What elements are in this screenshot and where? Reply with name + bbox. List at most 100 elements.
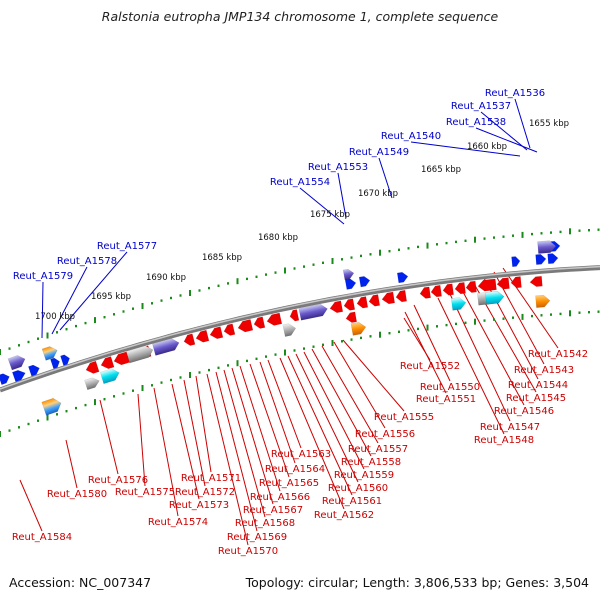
reverse-leader-line — [65, 439, 78, 489]
minor-tick — [160, 381, 163, 384]
reverse-gene-label: Reut_A1552 — [400, 361, 460, 372]
forward-gene-arrow — [12, 370, 26, 383]
reverse-gene-label: Reut_A1550 — [420, 382, 480, 393]
reverse-leader-line — [259, 361, 296, 464]
outer-tick-track — [0, 228, 600, 355]
reverse-leader-line — [239, 365, 281, 492]
minor-tick — [227, 282, 229, 285]
reverse-gene-label: Reut_A1556 — [355, 429, 415, 440]
reverse-gene-label: Reut_A1574 — [148, 517, 208, 528]
minor-tick — [550, 231, 552, 234]
reverse-gene-label: Reut_A1543 — [514, 365, 574, 376]
reverse-gene-arrow — [477, 278, 497, 292]
sequence-summary: Topology: circular; Length: 3,806,533 bp… — [245, 575, 589, 590]
minor-tick — [303, 265, 305, 268]
minor-tick — [322, 343, 324, 346]
minor-tick — [398, 248, 400, 251]
map-title: Ralstonia eutropha JMP134 chromosome 1, … — [101, 9, 499, 24]
backbone-line — [0, 265, 600, 393]
major-tick — [46, 414, 49, 421]
major-tick — [569, 310, 571, 317]
scale-label: 1655 kbp — [529, 119, 569, 129]
shaded-gene-block — [282, 323, 297, 337]
major-tick — [379, 249, 381, 256]
scale-label: 1675 kbp — [310, 210, 350, 220]
minor-tick — [502, 235, 505, 238]
minor-tick — [122, 392, 125, 395]
minor-tick — [388, 332, 391, 335]
major-tick — [189, 290, 191, 296]
minor-tick — [398, 330, 400, 333]
reverse-leader-line — [19, 479, 43, 532]
major-tick — [284, 349, 286, 356]
reverse-leader-line — [171, 383, 200, 500]
minor-tick — [179, 294, 182, 297]
forward-gene-label: Reut_A1537 — [451, 101, 511, 112]
minor-tick — [588, 311, 590, 314]
minor-tick — [578, 311, 581, 314]
reverse-gene-label: Reut_A1575 — [115, 487, 175, 498]
reverse-gene-arrow — [381, 291, 396, 305]
inner-tick-track — [0, 310, 600, 437]
minor-tick — [540, 314, 543, 317]
minor-tick — [132, 389, 134, 392]
accession-text: Accession: NC_007347 — [9, 575, 152, 590]
minor-tick — [274, 271, 277, 274]
minor-tick — [512, 316, 514, 319]
minor-tick — [274, 353, 277, 356]
minor-tick — [360, 336, 362, 340]
scale-label: 1695 kbp — [91, 292, 131, 302]
minor-tick — [483, 237, 486, 240]
scale-label: 1665 kbp — [421, 165, 461, 175]
minor-tick — [84, 321, 87, 325]
forward-gene-label: Reut_A1577 — [97, 241, 157, 252]
reverse-gene-arrow — [266, 312, 283, 326]
reverse-gene-arrow — [454, 282, 466, 295]
reverse-gene-label: Reut_A1559 — [334, 470, 394, 481]
reverse-leader-line — [183, 379, 206, 487]
forward-leader-line — [378, 157, 393, 199]
minor-tick — [445, 323, 448, 327]
major-tick — [474, 318, 476, 325]
orange-gene-block — [41, 397, 62, 416]
minor-tick — [417, 245, 419, 249]
minor-tick — [113, 313, 115, 316]
forward-gene-arrow — [50, 357, 60, 370]
forward-gene-arrow — [0, 373, 10, 386]
reverse-gene-label: Reut_A1546 — [494, 406, 554, 417]
shaded-gene-block — [99, 368, 120, 385]
minor-tick — [65, 410, 68, 413]
minor-tick — [597, 310, 600, 313]
orange-gene-block — [350, 321, 367, 336]
minor-tick — [341, 258, 343, 261]
forward-leader-line — [475, 127, 538, 153]
reverse-gene-arrow — [289, 309, 300, 322]
reverse-gene-label: Reut_A1567 — [243, 505, 303, 516]
shaded-gene-block — [342, 268, 355, 281]
forward-leader-line — [514, 98, 531, 149]
minor-tick — [293, 349, 296, 352]
reverse-gene-arrow — [430, 285, 442, 298]
reverse-leader-line — [321, 345, 379, 444]
shaded-gene-block — [450, 297, 467, 311]
minor-tick — [170, 296, 172, 300]
minor-tick — [37, 419, 39, 422]
reverse-gene-label: Reut_A1561 — [322, 496, 382, 507]
reverse-leader-line — [99, 399, 119, 475]
major-tick — [0, 349, 1, 355]
minor-tick — [597, 228, 600, 231]
reverse-leader-line — [267, 359, 302, 449]
major-tick — [189, 372, 191, 378]
minor-tick — [208, 286, 210, 290]
reverse-gene-label: Reut_A1570 — [218, 546, 278, 557]
forward-gene-arrow — [535, 254, 547, 265]
minor-tick — [312, 345, 315, 348]
reverse-gene-label: Reut_A1560 — [328, 483, 388, 494]
minor-tick — [37, 337, 39, 340]
reverse-gene-arrow — [329, 300, 344, 314]
forward-gene-label: Reut_A1578 — [57, 256, 117, 267]
reverse-gene-label: Reut_A1569 — [227, 532, 287, 543]
minor-tick — [103, 398, 106, 401]
minor-tick — [312, 263, 315, 266]
